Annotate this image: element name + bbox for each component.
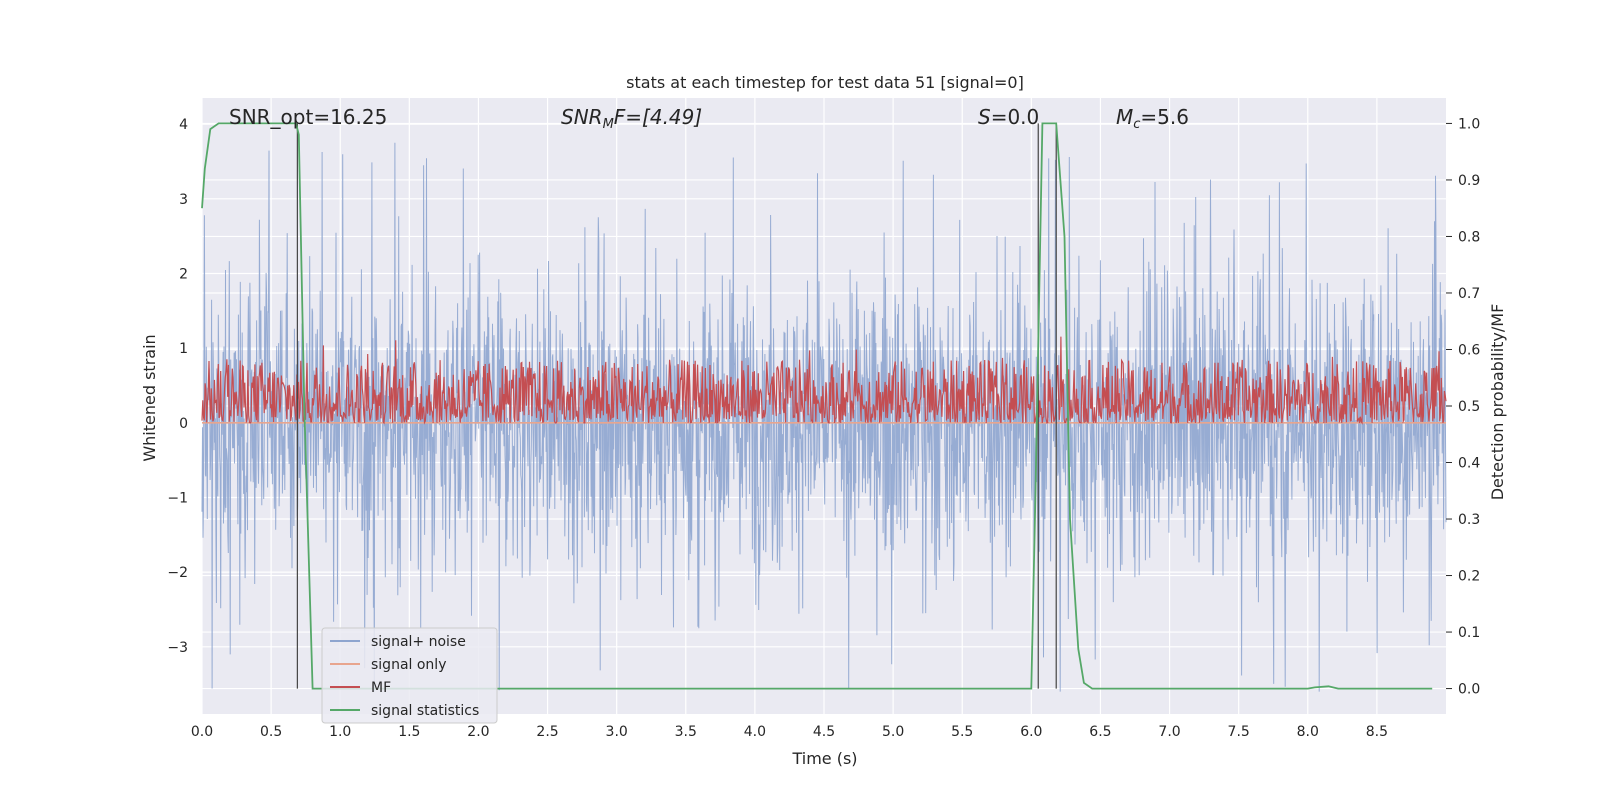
y-right-tick-label: 0.4: [1458, 456, 1480, 472]
y-left-tick-label: 0: [179, 416, 188, 432]
y-right-tick-label: 0.8: [1458, 229, 1480, 245]
annotation-snr-opt: SNR_opt=16.25: [229, 105, 387, 129]
y-axis-right-ticks: 0.0 0.1 0.2 0.3 0.4 0.5 0.6 0.7 0.8 0.9 1.0: [1446, 116, 1480, 698]
x-axis-ticks: 0.0 0.5 1.0 1.5 2.0 2.5 3.0 3.5 4.0 4.5 5.0 5.5 6.0 6…: [191, 724, 1388, 740]
annotation-mc: Mc=5.6: [1116, 105, 1189, 132]
x-tick-label: 7.0: [1158, 724, 1180, 740]
x-tick-label: 2.0: [467, 724, 489, 740]
x-tick-label: 3.5: [675, 724, 697, 740]
legend-label-noise: signal+ noise: [371, 634, 466, 650]
x-tick-label: 5.5: [951, 724, 973, 740]
y-axis-left-ticks: −3 −2 −1 0 1 2 3 4: [167, 117, 188, 656]
x-tick-label: 4.0: [744, 724, 766, 740]
y-left-tick-label: 1: [179, 341, 188, 357]
y-left-tick-label: 3: [179, 192, 188, 208]
x-tick-label: 2.5: [536, 724, 558, 740]
annotation-s: S=0.0: [978, 105, 1039, 129]
y-left-tick-label: 2: [179, 266, 188, 282]
y-right-tick-label: 0.6: [1458, 342, 1480, 358]
x-tick-label: 0.0: [191, 724, 213, 740]
x-tick-label: 1.5: [398, 724, 420, 740]
x-tick-label: 0.5: [260, 724, 282, 740]
y-right-tick-label: 0.1: [1458, 625, 1480, 641]
y-right-tick-label: 0.2: [1458, 569, 1480, 585]
signal-statistics-line: [201, 122, 1433, 690]
x-tick-label: 8.5: [1366, 724, 1388, 740]
series-mf: [201, 336, 1447, 425]
y-right-tick-label: 1.0: [1458, 116, 1480, 132]
y-left-tick-label: 4: [179, 117, 188, 133]
legend-label-signal-only: signal only: [371, 657, 446, 673]
x-tick-label: 1.0: [329, 724, 351, 740]
legend-box: [321, 627, 498, 724]
x-tick-label: 4.5: [813, 724, 835, 740]
legend-label-mf: MF: [371, 680, 391, 696]
x-tick-label: 5.0: [882, 724, 904, 740]
y-left-tick-label: −2: [167, 565, 188, 581]
y-left-tick-label: −3: [167, 640, 188, 656]
y-right-tick-label: 0.7: [1458, 286, 1480, 302]
chart-title: stats at each timestep for test data 51 …: [626, 73, 1024, 92]
y-left-tick-label: −1: [167, 490, 188, 506]
series-signal-statistics: [201, 122, 1433, 690]
vertical-markers: [296, 123, 1057, 689]
y-axis-right-label: Detection probability/MF: [1488, 304, 1507, 501]
y-right-tick-label: 0.0: [1458, 682, 1480, 698]
legend-label-statistics: signal statistics: [371, 703, 479, 719]
x-tick-label: 6.5: [1089, 724, 1111, 740]
y-right-tick-label: 0.5: [1458, 399, 1480, 415]
x-tick-label: 6.0: [1020, 724, 1042, 740]
annotation-snr-mf: SNRMF=[4.49]: [561, 105, 702, 132]
legend: signal+ noise signal only MF signal stat…: [321, 627, 498, 724]
x-axis-label: Time (s): [791, 749, 857, 768]
x-tick-label: 7.5: [1228, 724, 1250, 740]
y-right-tick-label: 0.3: [1458, 512, 1480, 528]
y-axis-left-label: Whitened strain: [140, 334, 159, 461]
x-tick-label: 8.0: [1297, 724, 1319, 740]
x-tick-label: 3.0: [606, 724, 628, 740]
mf-line: [201, 336, 1447, 425]
y-right-tick-label: 0.9: [1458, 173, 1480, 189]
